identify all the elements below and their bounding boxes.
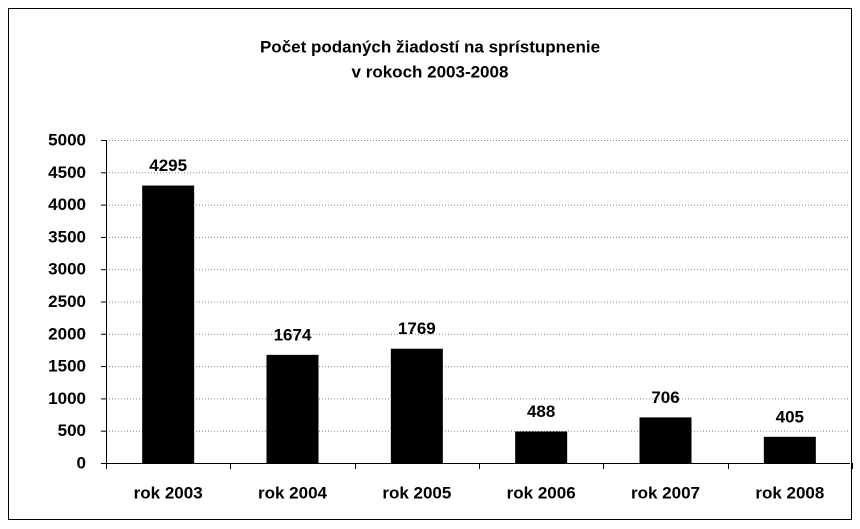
data-label: 4295 [149, 156, 187, 175]
y-tick-label: 1500 [48, 357, 86, 376]
y-tick-label: 4500 [48, 163, 86, 182]
bar [390, 348, 443, 463]
bar [142, 185, 195, 463]
bar [266, 354, 319, 463]
x-tick-label: rok 2005 [382, 483, 451, 502]
x-tick-label: rok 2003 [134, 483, 203, 502]
bar [763, 436, 816, 463]
data-label: 488 [527, 402, 555, 421]
x-tick-label: rok 2008 [755, 483, 824, 502]
data-label: 1769 [398, 319, 436, 338]
y-tick-label: 3000 [48, 260, 86, 279]
data-label: 405 [776, 407, 804, 426]
data-label: 1674 [274, 325, 312, 344]
y-tick-label: 1000 [48, 389, 86, 408]
y-tick-label: 0 [77, 453, 86, 472]
x-tick-label: rok 2007 [631, 483, 700, 502]
y-tick-label: 4000 [48, 195, 86, 214]
bar [639, 417, 692, 463]
y-tick-label: 2000 [48, 324, 86, 343]
y-tick-label: 5000 [48, 130, 86, 149]
chart-title: Počet podaných žiadostí na sprístupnenie [260, 37, 600, 56]
y-tick-label: 2500 [48, 292, 86, 311]
x-tick-label: rok 2004 [258, 483, 328, 502]
chart-title: v rokoch 2003-2008 [352, 62, 509, 81]
y-tick-label: 3500 [48, 227, 86, 246]
x-tick-label: rok 2006 [507, 483, 576, 502]
bar [515, 431, 568, 463]
data-label: 706 [651, 388, 679, 407]
y-tick-label: 500 [58, 421, 86, 440]
